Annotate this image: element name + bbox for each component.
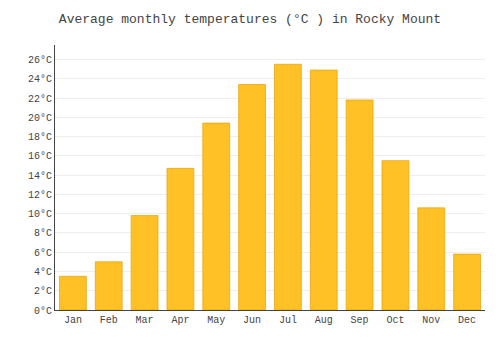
- svg-text:8°C: 8°C: [34, 228, 52, 239]
- svg-text:20°C: 20°C: [28, 113, 52, 124]
- svg-text:Sep: Sep: [351, 315, 369, 326]
- svg-text:12°C: 12°C: [28, 190, 52, 201]
- svg-text:Aug: Aug: [315, 315, 333, 326]
- svg-text:16°C: 16°C: [28, 151, 52, 162]
- svg-text:2°C: 2°C: [34, 286, 52, 297]
- svg-text:Average monthly temperatures (: Average monthly temperatures (°C ) in Ro…: [59, 12, 441, 27]
- svg-text:18°C: 18°C: [28, 132, 52, 143]
- svg-text:26°C: 26°C: [28, 55, 52, 66]
- svg-text:May: May: [207, 315, 225, 326]
- svg-text:Jan: Jan: [64, 315, 82, 326]
- svg-text:Mar: Mar: [136, 315, 154, 326]
- svg-text:24°C: 24°C: [28, 74, 52, 85]
- svg-text:Jun: Jun: [243, 315, 261, 326]
- svg-text:Apr: Apr: [171, 315, 189, 326]
- svg-text:6°C: 6°C: [34, 248, 52, 259]
- svg-text:22°C: 22°C: [28, 94, 52, 105]
- svg-text:Oct: Oct: [386, 315, 404, 326]
- svg-text:Dec: Dec: [458, 315, 476, 326]
- svg-text:Nov: Nov: [422, 315, 440, 326]
- svg-text:0°C: 0°C: [34, 306, 52, 317]
- svg-text:14°C: 14°C: [28, 171, 52, 182]
- svg-text:4°C: 4°C: [34, 267, 52, 278]
- svg-text:Jul: Jul: [279, 315, 297, 326]
- svg-text:Feb: Feb: [100, 315, 118, 326]
- svg-text:10°C: 10°C: [28, 209, 52, 220]
